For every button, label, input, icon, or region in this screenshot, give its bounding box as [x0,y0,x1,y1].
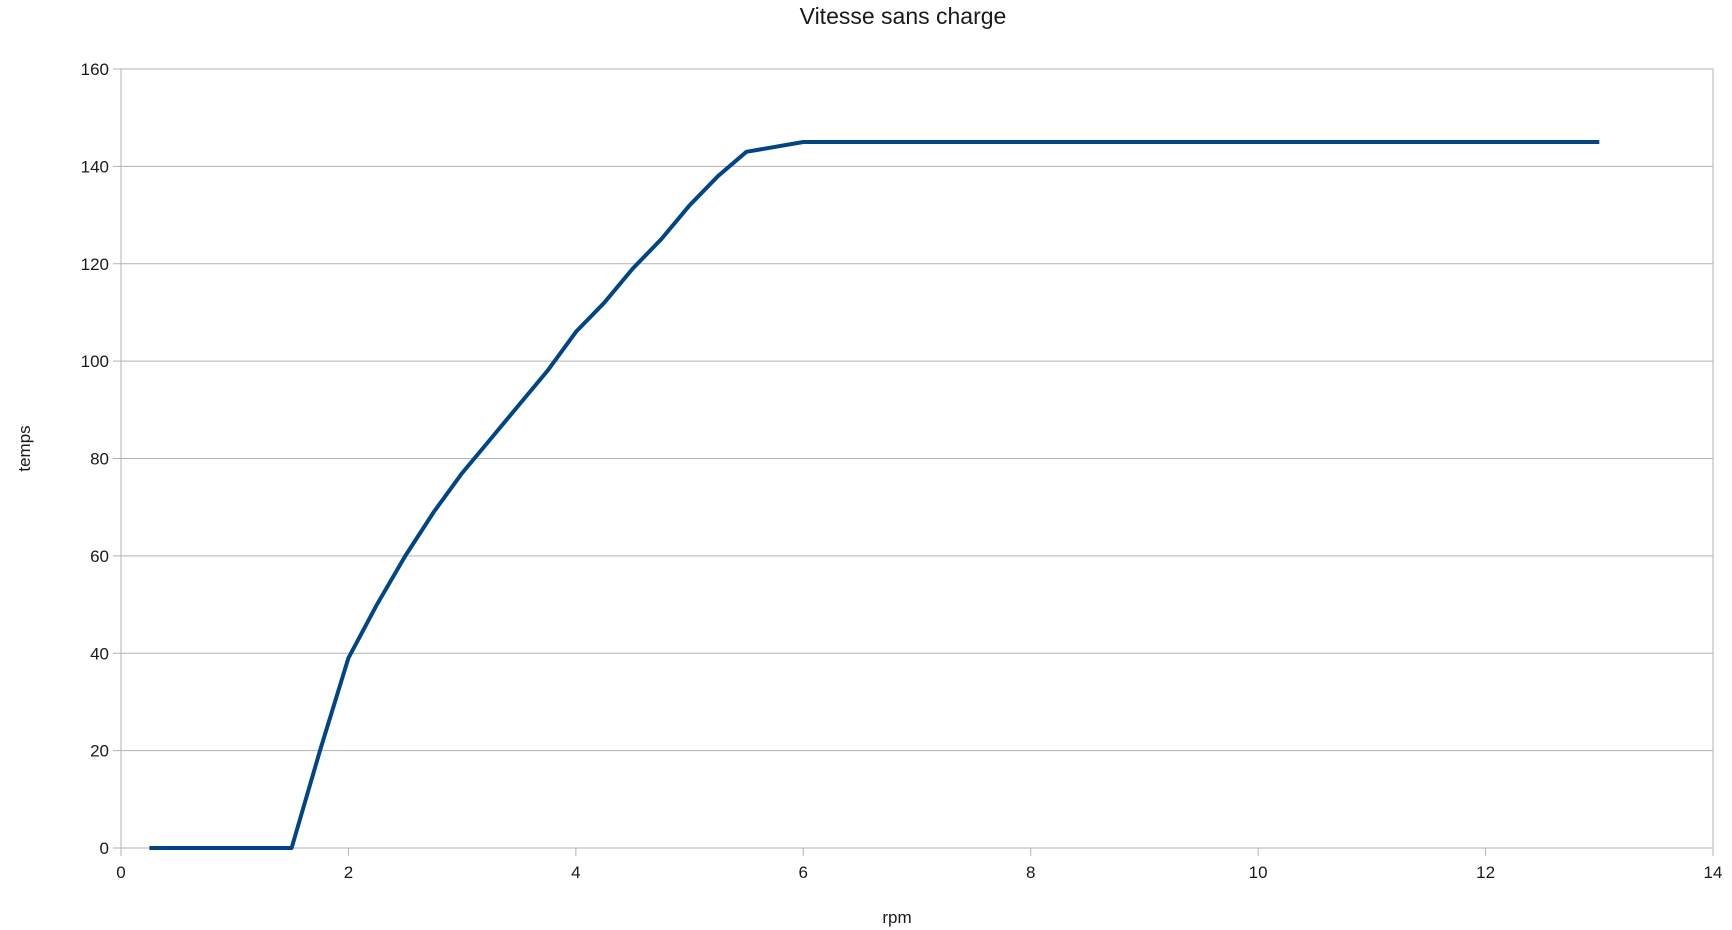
y-tick-label: 80 [90,450,109,469]
y-tick-label: 60 [90,547,109,566]
x-tick-label: 12 [1476,863,1495,882]
y-tick-label: 100 [81,352,109,371]
y-tick-label: 40 [90,644,109,663]
x-tick-label: 14 [1704,863,1723,882]
y-axis-title: temps [15,425,34,471]
x-tick-label: 6 [799,863,808,882]
y-tick-label: 140 [81,157,109,176]
x-tick-label: 4 [571,863,580,882]
y-tick-label: 0 [100,839,109,858]
x-tick-label: 10 [1249,863,1268,882]
axis-ticks: 0 20 40 60 80 100 120 140 160 0 2 4 6 8 10 12 14 [81,60,1723,882]
y-tick-label: 20 [90,742,109,761]
y-tick-label: 120 [81,255,109,274]
series-line [149,140,1600,850]
chart-title: Vitesse sans charge [800,3,1007,29]
x-tick-label: 8 [1026,863,1035,882]
series-layer [149,140,1600,850]
grid-lines [121,68,1713,849]
x-tick-label: 2 [344,863,353,882]
x-axis-title: rpm [882,908,911,927]
x-tick-label: 0 [116,863,125,882]
y-tick-label: 160 [81,60,109,79]
